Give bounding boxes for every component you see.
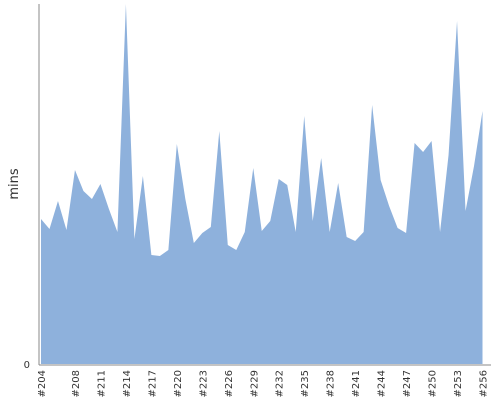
x-tick-label: #247 bbox=[402, 370, 413, 397]
x-tick-label: #229 bbox=[249, 370, 260, 397]
x-tick-label: #244 bbox=[377, 370, 388, 397]
x-tick-label: #238 bbox=[326, 370, 337, 397]
x-tick-labels: #204 #208 #211 #214 #217 #220 #223 #226 #229 #232… bbox=[37, 370, 490, 397]
x-tick-label: #214 bbox=[122, 370, 133, 397]
x-tick-label: #256 bbox=[479, 370, 490, 397]
x-tick-label: #226 bbox=[224, 370, 235, 397]
plot-area bbox=[41, 4, 483, 364]
y-axis-label: mins bbox=[7, 168, 22, 200]
x-tick-label: #235 bbox=[300, 370, 311, 397]
x-tick-label: #253 bbox=[453, 370, 464, 397]
x-tick-label: #250 bbox=[428, 370, 439, 397]
x-tick-label: #220 bbox=[173, 370, 184, 397]
y-tick-label: 0 bbox=[24, 360, 30, 371]
x-tick-label: #208 bbox=[71, 370, 82, 397]
series-area bbox=[41, 4, 483, 364]
x-tick-label: #211 bbox=[96, 370, 107, 397]
x-tick-label: #204 bbox=[37, 370, 48, 397]
x-tick-label: #232 bbox=[275, 370, 286, 397]
x-tick-label: #241 bbox=[351, 370, 362, 397]
x-tick-label: #223 bbox=[198, 370, 209, 397]
x-tick-label: #217 bbox=[147, 370, 158, 397]
